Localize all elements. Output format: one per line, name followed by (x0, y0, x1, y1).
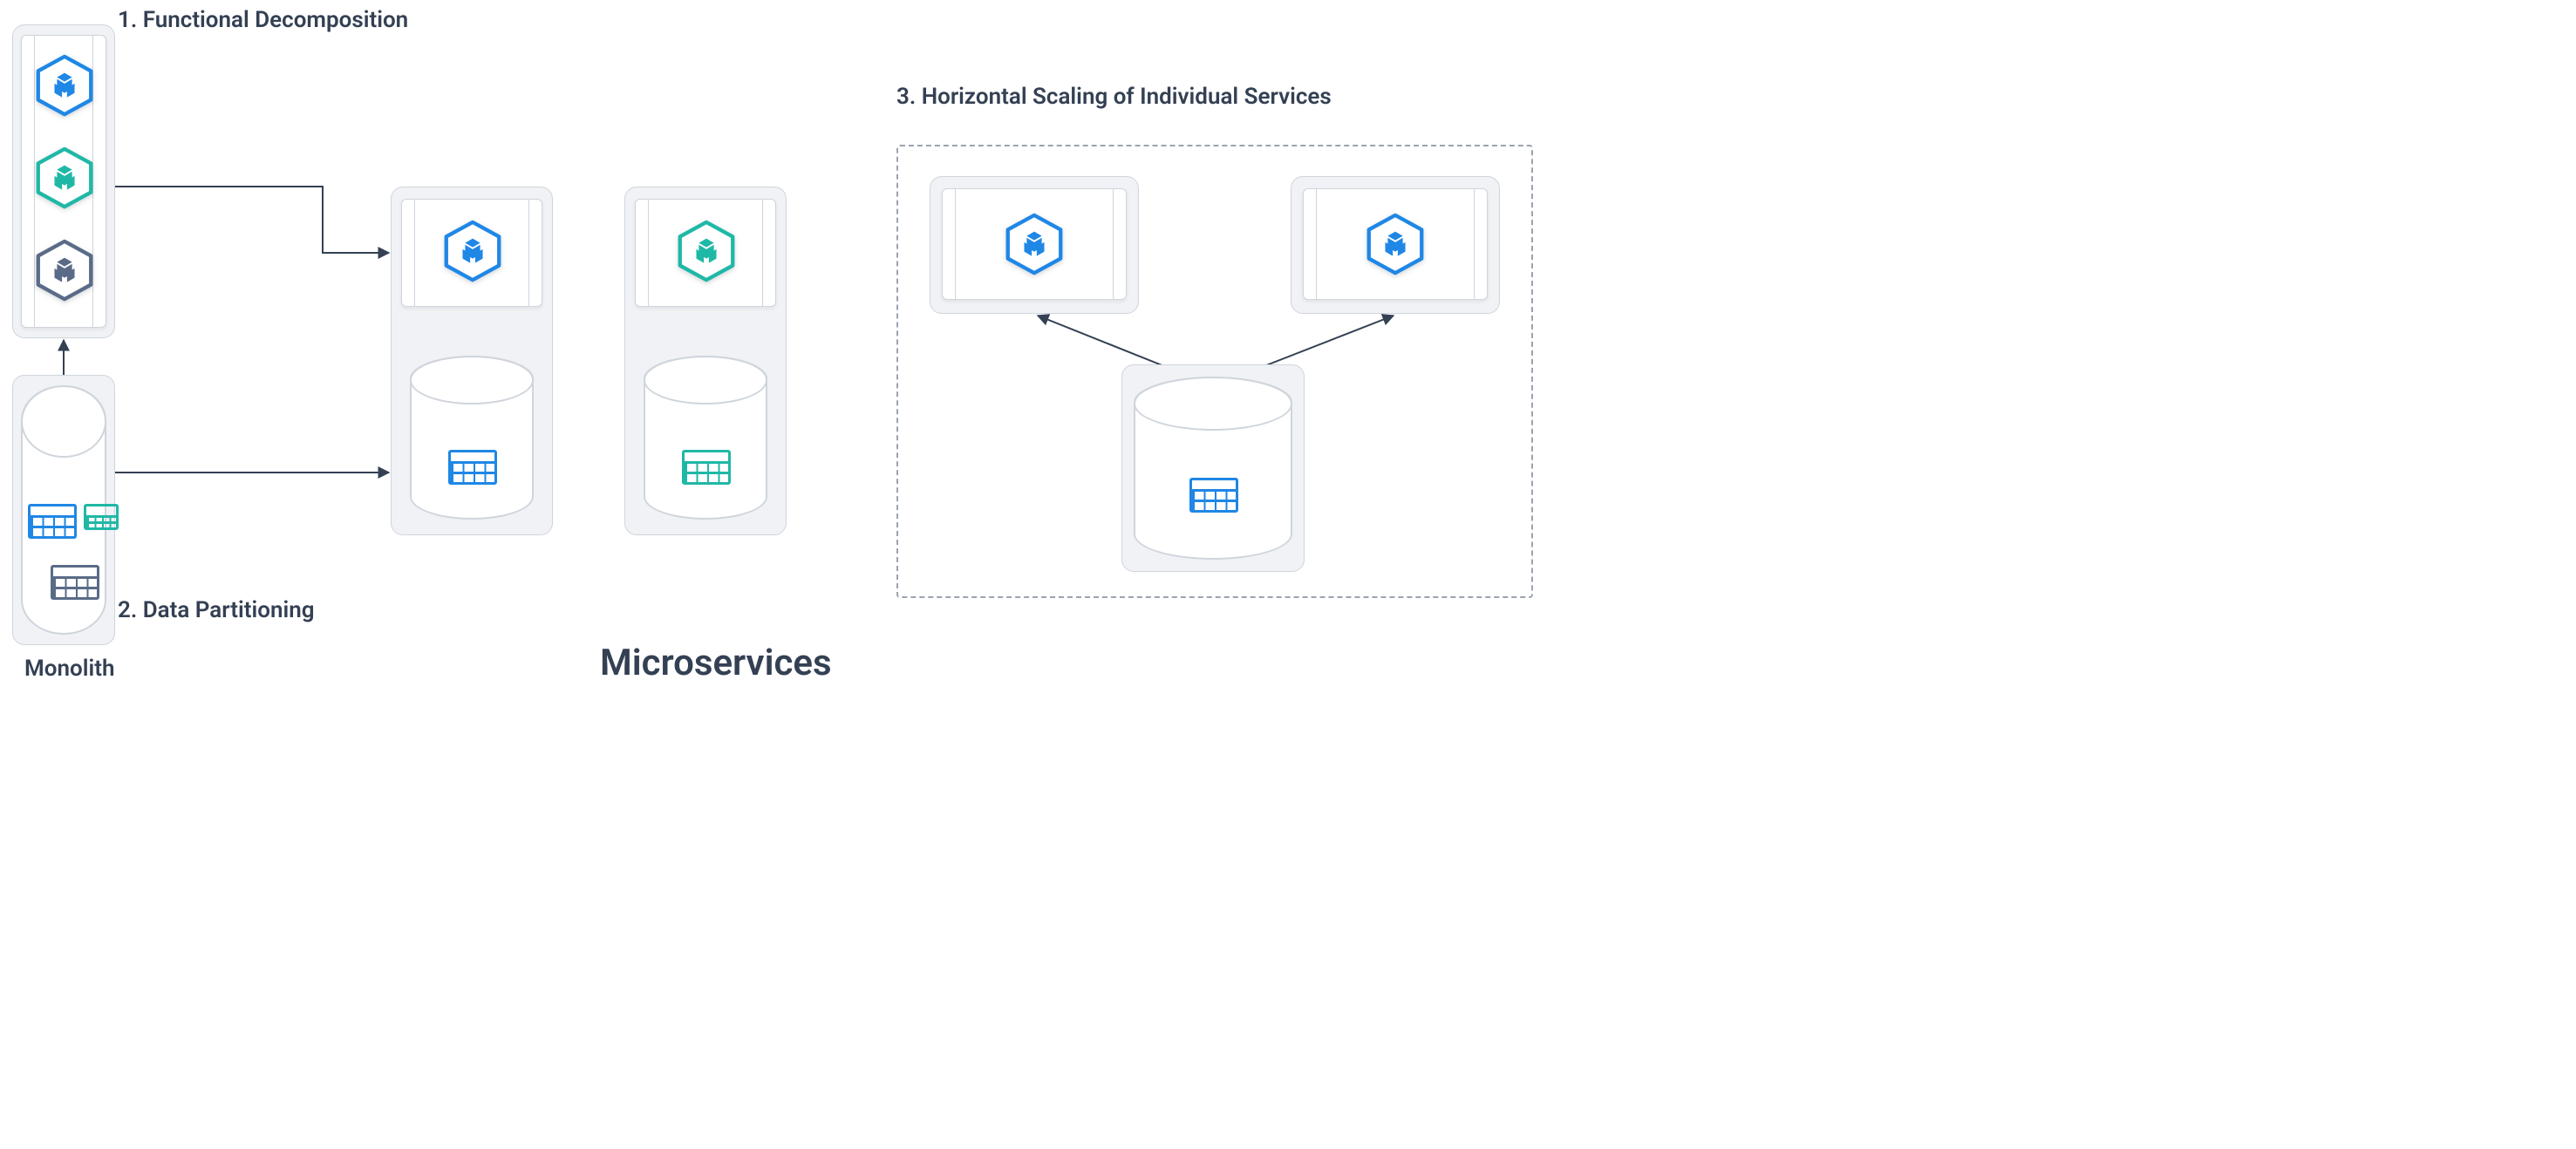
label-mono: Monolith (24, 656, 114, 682)
replica-1-service-icon (1364, 213, 1427, 275)
svc-teal-table (682, 450, 731, 485)
svc-teal-service-icon (675, 220, 738, 282)
svc-blue-db (410, 356, 534, 520)
scaling-db (1134, 377, 1292, 560)
svc-blue-service-icon (441, 220, 504, 282)
svc-teal-db (644, 356, 767, 520)
monolith-service-2 (33, 239, 96, 302)
monolith-service-1 (33, 146, 96, 209)
replica-0-service-icon (1003, 213, 1066, 275)
label-micro: Microservices (600, 642, 832, 684)
scaling-table (1189, 478, 1238, 513)
monolith-table-0 (28, 504, 77, 539)
svc-blue-table (448, 450, 497, 485)
diagram-stage: 1. Functional Decomposition 2. Data Parti… (0, 0, 1545, 690)
monolith-service-0 (33, 54, 96, 117)
label-step3: 3. Horizontal Scaling of Individual Serv… (896, 84, 1332, 110)
monolith-table-1 (84, 504, 119, 530)
label-step1: 1. Functional Decomposition (118, 7, 408, 33)
label-step2: 2. Data Partitioning (118, 597, 315, 623)
monolith-table-2 (51, 565, 99, 600)
